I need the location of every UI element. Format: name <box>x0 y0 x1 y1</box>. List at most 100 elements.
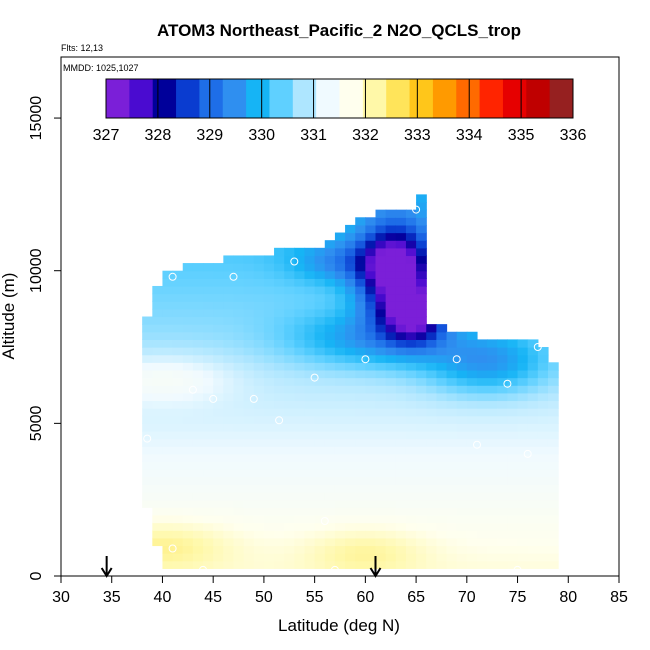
heatmap-cell <box>192 392 204 402</box>
heatmap-cell <box>294 499 306 508</box>
heatmap-cell <box>213 362 224 371</box>
heatmap-cell <box>274 278 285 287</box>
heatmap-cell <box>416 461 427 470</box>
heatmap-cell <box>345 453 356 463</box>
heatmap-cell <box>405 446 417 455</box>
heatmap-cell <box>304 408 316 417</box>
heatmap-cell <box>304 263 316 272</box>
heatmap-cell <box>537 453 549 463</box>
heatmap-cell <box>152 446 164 455</box>
heatmap-cell <box>314 507 326 516</box>
heatmap-cell <box>537 400 549 409</box>
heatmap-cell <box>274 308 285 318</box>
heatmap-cell <box>152 484 164 493</box>
heatmap-cell <box>172 522 184 531</box>
heatmap-cell <box>385 369 397 379</box>
heatmap-cell <box>324 316 336 325</box>
heatmap-cell <box>304 530 316 539</box>
heatmap-cell <box>294 354 306 363</box>
heatmap-cell <box>223 430 235 440</box>
heatmap-cell <box>263 270 275 279</box>
heatmap-cell <box>365 247 377 257</box>
heatmap-cell <box>233 362 245 371</box>
colorbar-swatch <box>386 79 411 118</box>
heatmap-cell <box>456 514 468 524</box>
heatmap-cell <box>294 530 306 539</box>
heatmap-cell <box>355 492 366 501</box>
heatmap-cell <box>172 285 184 295</box>
heatmap-cell <box>314 362 326 371</box>
heatmap-cell <box>395 362 407 371</box>
heatmap-cell <box>223 369 235 379</box>
heatmap-cell <box>284 354 295 363</box>
heatmap-cell <box>375 301 387 310</box>
heatmap-cell <box>416 316 427 325</box>
heatmap-cell <box>405 377 417 386</box>
heatmap-cell <box>497 545 508 554</box>
heatmap-cell <box>456 362 468 371</box>
heatmap-cell <box>436 469 448 478</box>
heatmap-cell <box>304 499 316 508</box>
heatmap-cell <box>243 278 255 287</box>
heatmap-cell <box>162 492 174 501</box>
heatmap-cell <box>203 392 214 402</box>
heatmap-cell <box>213 484 224 493</box>
heatmap-cell <box>304 285 316 295</box>
heatmap-cell <box>223 408 235 417</box>
sample-point <box>503 379 512 388</box>
heatmap-cell <box>355 354 366 363</box>
heatmap-cell <box>172 514 184 524</box>
heatmap-cell <box>243 484 255 493</box>
heatmap-cell <box>253 385 265 394</box>
heatmap-cell <box>243 263 255 272</box>
heatmap-cell <box>172 560 184 569</box>
heatmap-cell <box>243 400 255 409</box>
heatmap-cell <box>436 461 448 470</box>
heatmap-cell <box>466 537 478 547</box>
heatmap-cell <box>405 293 417 302</box>
heatmap-cell <box>385 392 397 402</box>
heatmap-cell <box>385 461 397 470</box>
heatmap-cell <box>476 339 488 348</box>
heatmap-cell <box>537 484 549 493</box>
heatmap-cell <box>527 446 539 455</box>
heatmap-cell <box>395 492 407 501</box>
heatmap-cell <box>304 324 316 333</box>
heatmap-cell <box>142 408 153 417</box>
heatmap-cell <box>182 438 194 447</box>
colorbar-tick-label: 330 <box>248 127 275 144</box>
heatmap-cell <box>172 545 184 554</box>
heatmap-cell <box>416 285 427 295</box>
heatmap-cell <box>314 423 326 432</box>
heatmap-cell <box>314 469 326 478</box>
heatmap-cell <box>284 308 295 318</box>
heatmap-cell <box>284 339 295 348</box>
heatmap-cell <box>345 308 356 318</box>
heatmap-cell <box>243 499 255 508</box>
heatmap-cell <box>243 285 255 295</box>
heatmap-cell <box>192 560 204 569</box>
heatmap-cell <box>192 377 204 386</box>
heatmap-cell <box>152 492 164 501</box>
heatmap-cell <box>456 339 468 348</box>
heatmap-cell <box>294 492 306 501</box>
heatmap-cell <box>537 423 549 432</box>
heatmap-cell <box>233 553 245 562</box>
heatmap-cell <box>253 400 265 409</box>
heatmap-cell <box>223 339 235 348</box>
heatmap-cell <box>395 392 407 402</box>
heatmap-cell <box>446 339 458 348</box>
sample-point <box>168 272 177 281</box>
heatmap-cell <box>416 308 427 318</box>
heatmap-cell <box>253 514 265 524</box>
heatmap-cell <box>192 446 204 455</box>
heatmap-cell <box>162 438 174 447</box>
heatmap-cell <box>487 392 498 402</box>
heatmap-cell <box>203 400 214 409</box>
heatmap-cell <box>395 285 407 295</box>
heatmap-cell <box>253 285 265 295</box>
heatmap-cell <box>314 324 326 333</box>
heatmap-cell <box>365 415 377 424</box>
heatmap-cell <box>456 453 468 463</box>
heatmap-cell <box>507 446 519 455</box>
